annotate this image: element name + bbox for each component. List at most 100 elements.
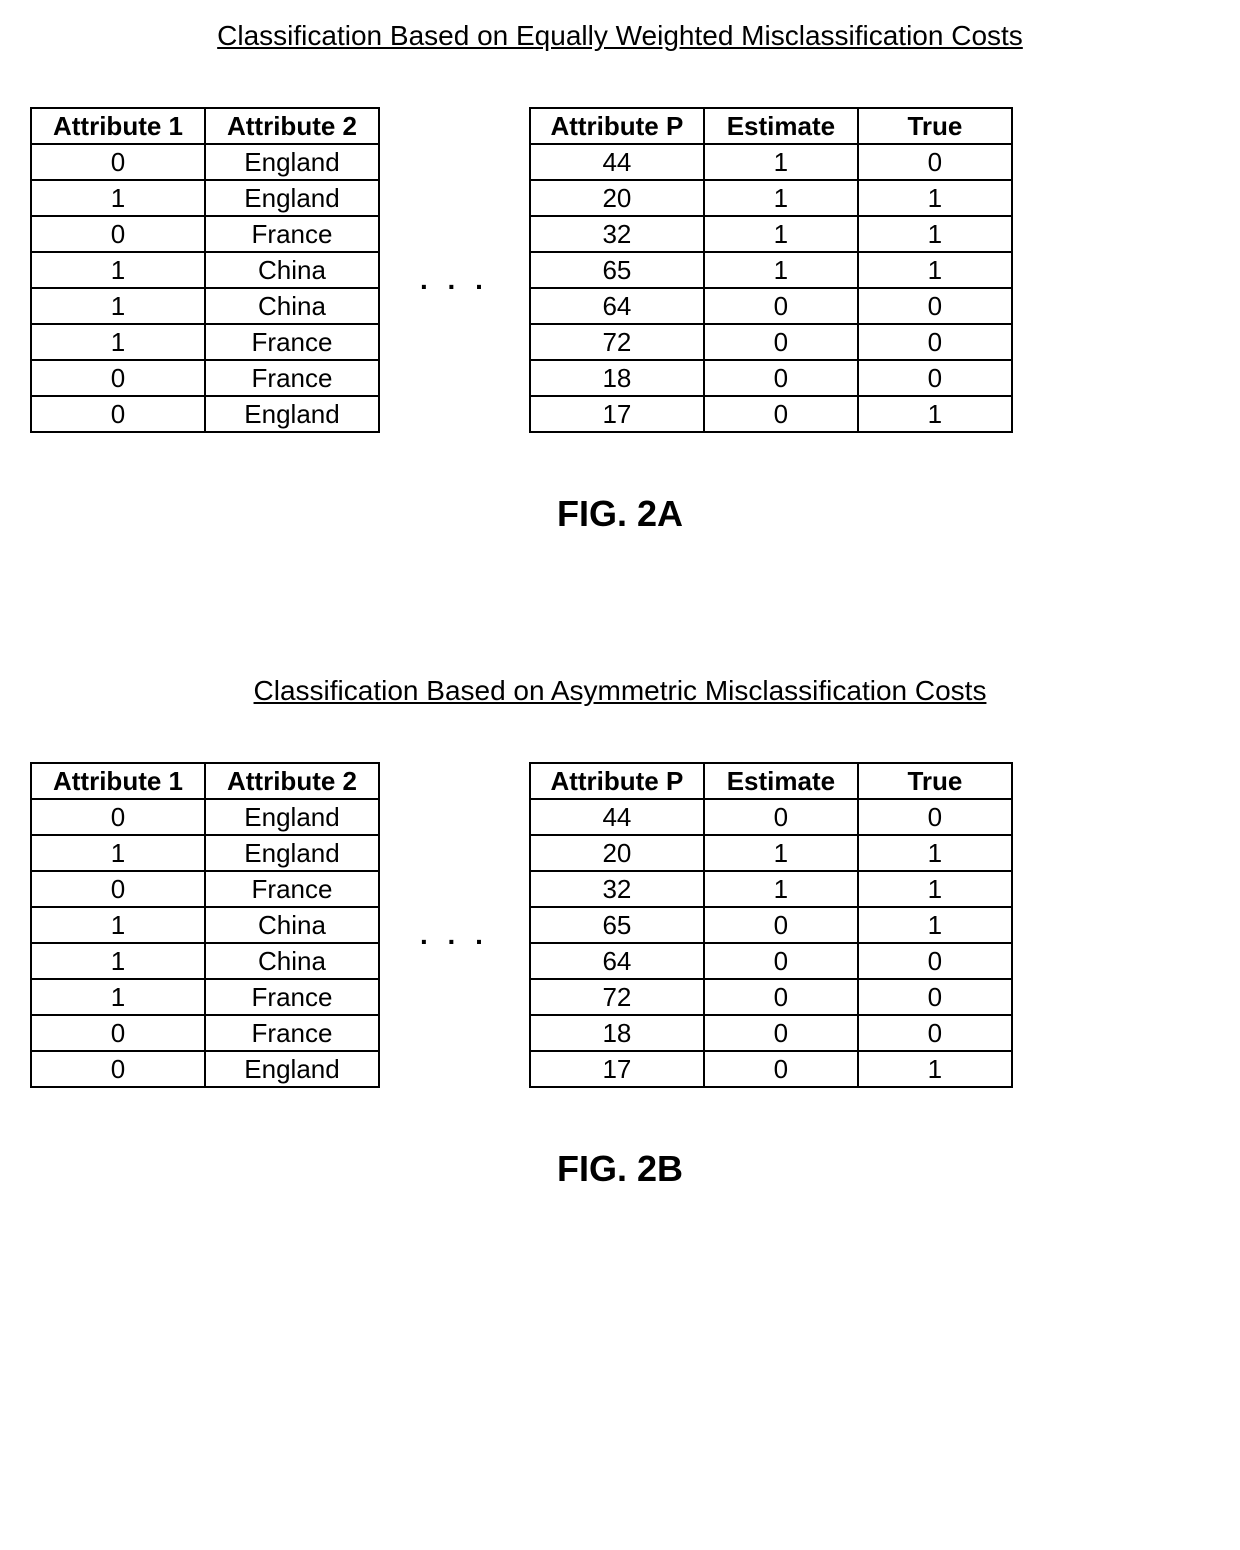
fig2b-right-h3: True xyxy=(858,763,1012,799)
cell: China xyxy=(205,288,379,324)
cell: 64 xyxy=(530,943,704,979)
fig2a-left-h1: Attribute 1 xyxy=(31,108,205,144)
cell: China xyxy=(205,907,379,943)
table-row: 1England xyxy=(31,835,379,871)
cell: 1 xyxy=(31,288,205,324)
cell: 17 xyxy=(530,1051,704,1087)
cell: 1 xyxy=(31,835,205,871)
cell: 1 xyxy=(858,180,1012,216)
table-row: 0England xyxy=(31,799,379,835)
cell: 1 xyxy=(704,252,858,288)
cell: 1 xyxy=(31,324,205,360)
cell: 17 xyxy=(530,396,704,432)
table-row: 6501 xyxy=(530,907,1012,943)
cell: 0 xyxy=(31,216,205,252)
cell: 44 xyxy=(530,799,704,835)
cell: 0 xyxy=(31,396,205,432)
table-row: 1China xyxy=(31,943,379,979)
cell: France xyxy=(205,360,379,396)
cell: 0 xyxy=(704,288,858,324)
cell: 0 xyxy=(31,799,205,835)
fig2b-left-h1: Attribute 1 xyxy=(31,763,205,799)
table-row: 1France xyxy=(31,324,379,360)
table-row: 1800 xyxy=(530,360,1012,396)
cell: England xyxy=(205,835,379,871)
cell: 1 xyxy=(858,835,1012,871)
table-row: 1France xyxy=(31,979,379,1015)
table-row: 0France xyxy=(31,216,379,252)
cell: 1 xyxy=(704,835,858,871)
cell: China xyxy=(205,252,379,288)
table-row: 3211 xyxy=(530,871,1012,907)
cell: England xyxy=(205,144,379,180)
cell: England xyxy=(205,799,379,835)
cell: 20 xyxy=(530,180,704,216)
cell: 0 xyxy=(858,979,1012,1015)
table-row: 0England xyxy=(31,1051,379,1087)
cell: 1 xyxy=(704,144,858,180)
cell: 0 xyxy=(31,1015,205,1051)
fig2b-right-h1: Attribute P xyxy=(530,763,704,799)
cell: China xyxy=(205,943,379,979)
cell: 0 xyxy=(858,943,1012,979)
table-row: 0England xyxy=(31,144,379,180)
cell: 1 xyxy=(858,871,1012,907)
cell: France xyxy=(205,1015,379,1051)
cell: 0 xyxy=(31,360,205,396)
cell: 0 xyxy=(31,144,205,180)
table-row: 6511 xyxy=(530,252,1012,288)
cell: 0 xyxy=(704,396,858,432)
figure-2b-section: Classification Based on Asymmetric Miscl… xyxy=(30,675,1210,1190)
cell: 0 xyxy=(704,324,858,360)
page: Classification Based on Equally Weighted… xyxy=(0,0,1240,1550)
table-row: 4410 xyxy=(530,144,1012,180)
cell: France xyxy=(205,979,379,1015)
cell: 1 xyxy=(858,216,1012,252)
table-row: 1China xyxy=(31,288,379,324)
figure-2a-label: FIG. 2A xyxy=(30,493,1210,535)
table-row: 7200 xyxy=(530,324,1012,360)
cell: 0 xyxy=(31,1051,205,1087)
cell: 32 xyxy=(530,871,704,907)
cell: 72 xyxy=(530,979,704,1015)
table-row: 1701 xyxy=(530,1051,1012,1087)
cell: 0 xyxy=(858,799,1012,835)
cell: 0 xyxy=(704,979,858,1015)
fig2a-right-table: Attribute P Estimate True 4410 2011 3211… xyxy=(529,107,1013,433)
table-row: 7200 xyxy=(530,979,1012,1015)
fig2b-right-table: Attribute P Estimate True 4400 2011 3211… xyxy=(529,762,1013,1088)
fig2b-left-table: Attribute 1 Attribute 2 0England 1Englan… xyxy=(30,762,380,1088)
table-row: 1China xyxy=(31,907,379,943)
cell: 0 xyxy=(704,799,858,835)
cell: 0 xyxy=(31,871,205,907)
fig2b-right-h2: Estimate xyxy=(704,763,858,799)
cell: 0 xyxy=(858,144,1012,180)
cell: 65 xyxy=(530,907,704,943)
cell: 1 xyxy=(858,907,1012,943)
cell: 1 xyxy=(704,871,858,907)
cell: England xyxy=(205,180,379,216)
figure-2b-tables: Attribute 1 Attribute 2 0England 1Englan… xyxy=(30,762,1210,1088)
figure-2a-title: Classification Based on Equally Weighted… xyxy=(30,20,1210,52)
cell: France xyxy=(205,216,379,252)
cell: 0 xyxy=(704,1051,858,1087)
table-row: 1China xyxy=(31,252,379,288)
table-row: 3211 xyxy=(530,216,1012,252)
cell: 0 xyxy=(704,1015,858,1051)
cell: 0 xyxy=(858,1015,1012,1051)
cell: France xyxy=(205,871,379,907)
fig2a-right-h3: True xyxy=(858,108,1012,144)
cell: 0 xyxy=(704,360,858,396)
figure-2a-section: Classification Based on Equally Weighted… xyxy=(30,20,1210,535)
cell: England xyxy=(205,396,379,432)
ellipsis-icon: . . . xyxy=(380,264,529,296)
cell: 0 xyxy=(858,360,1012,396)
fig2b-left-h2: Attribute 2 xyxy=(205,763,379,799)
table-row: 2011 xyxy=(530,180,1012,216)
table-row: 0France xyxy=(31,360,379,396)
table-row: 2011 xyxy=(530,835,1012,871)
figure-2b-label: FIG. 2B xyxy=(30,1148,1210,1190)
cell: 1 xyxy=(858,1051,1012,1087)
table-row: 0France xyxy=(31,871,379,907)
cell: 1 xyxy=(31,252,205,288)
